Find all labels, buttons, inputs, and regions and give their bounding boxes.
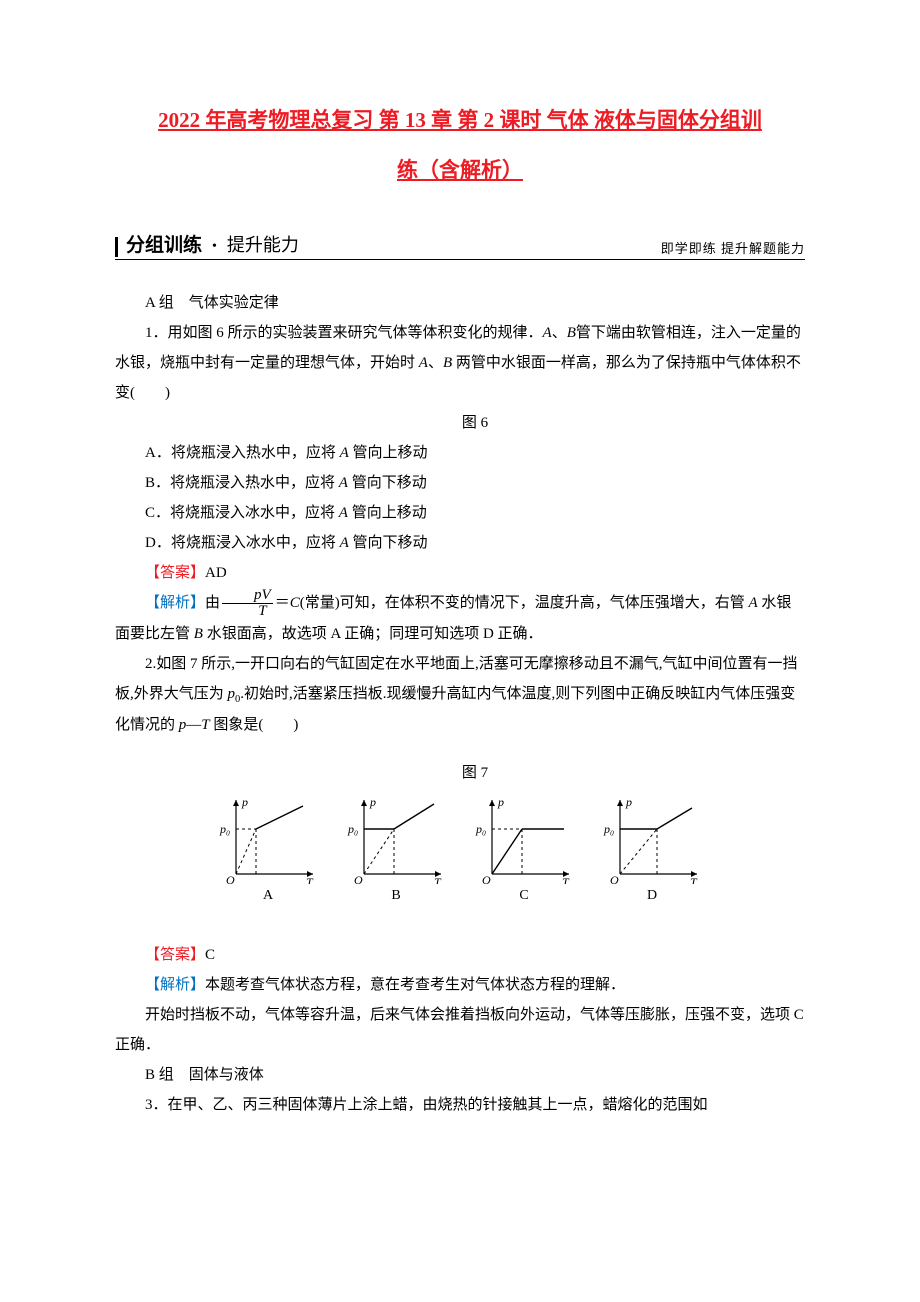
group-b-heading: B 组 固体与液体 <box>115 1060 805 1090</box>
analysis-label: 【解析】 <box>145 595 205 611</box>
section-tick <box>115 237 118 257</box>
body: A 组 气体实验定律 1．用如图 6 所示的实验装置来研究气体等体积变化的规律．… <box>115 288 805 1120</box>
q1-answer: 【答案】AD <box>115 558 805 588</box>
section-right-caption: 即学即练 提升解题能力 <box>661 238 805 257</box>
chart-c: p p₀ T O C <box>474 794 574 904</box>
svg-text:T: T <box>690 875 698 884</box>
title-line-2: 练（含解析） <box>397 158 523 182</box>
svg-text:O: O <box>482 873 491 884</box>
q1-opt-c: C．将烧瓶浸入冰水中，应将 A 管向上移动 <box>115 498 805 528</box>
chart-a-label: A <box>218 888 318 904</box>
title-line-1: 2022 年高考物理总复习 第 13 章 第 2 课时 气体 液体与固体分组训 <box>158 108 762 132</box>
svg-text:p: p <box>369 795 376 809</box>
section-left: 分组训练 • 提升能力 <box>115 230 299 257</box>
section-title: 分组训练 <box>126 230 202 257</box>
q1-stem: 1．用如图 6 所示的实验装置来研究气体等体积变化的规律．A、B管下端由软管相连… <box>115 318 805 408</box>
svg-text:T: T <box>434 875 442 884</box>
svg-text:p: p <box>625 795 632 809</box>
svg-text:p₀: p₀ <box>475 822 486 836</box>
chart-a: p p₀ T O A <box>218 794 318 904</box>
chart-b-svg: p p₀ T O <box>346 794 446 884</box>
q2-analysis-1: 【解析】本题考查气体状态方程，意在考查考生对气体状态方程的理解． <box>115 970 805 1000</box>
q1-opt-a: A．将烧瓶浸入热水中，应将 A 管向上移动 <box>115 438 805 468</box>
spacer <box>115 922 805 940</box>
spacer <box>115 740 805 758</box>
section-header-bar: 分组训练 • 提升能力 即学即练 提升解题能力 <box>115 230 805 260</box>
svg-text:O: O <box>354 873 363 884</box>
svg-text:T: T <box>562 875 570 884</box>
svg-text:p: p <box>497 795 504 809</box>
section-subtitle: 提升能力 <box>227 231 299 257</box>
chart-b-label: B <box>346 888 446 904</box>
q2-stem: 2.如图 7 所示,一开口向右的气缸固定在水平地面上,活塞可无摩擦移动且不漏气,… <box>115 649 805 740</box>
svg-text:p₀: p₀ <box>219 822 230 836</box>
group-a-heading: A 组 气体实验定律 <box>115 288 805 318</box>
q1-opt-b: B．将烧瓶浸入热水中，应将 A 管向下移动 <box>115 468 805 498</box>
svg-text:T: T <box>306 875 314 884</box>
chart-d-label: D <box>602 888 702 904</box>
section-dot: • <box>212 239 217 255</box>
q1-analysis: 【解析】由pVT＝C(常量)可知，在体积不变的情况下，温度升高，气体压强增大，右… <box>115 588 805 649</box>
answer-label: 【答案】 <box>145 947 205 963</box>
chart-c-svg: p p₀ T O <box>474 794 574 884</box>
q2-analysis-2: 开始时挡板不动，气体等容升温，后来气体会推着挡板向外运动，气体等压膨胀，压强不变… <box>115 1000 805 1060</box>
svg-text:p₀: p₀ <box>603 822 614 836</box>
fig7-label: 图 7 <box>115 758 805 788</box>
chart-d-svg: p p₀ T O <box>602 794 702 884</box>
chart-a-svg: p p₀ T O <box>218 794 318 884</box>
svg-text:p: p <box>241 795 248 809</box>
q2-charts: p p₀ T O A p <box>115 794 805 904</box>
svg-text:O: O <box>226 873 235 884</box>
chart-b: p p₀ T O B <box>346 794 446 904</box>
q3-stem: 3．在甲、乙、丙三种固体薄片上涂上蜡，由烧热的针接触其上一点，蜡熔化的范围如 <box>115 1090 805 1120</box>
svg-text:O: O <box>610 873 619 884</box>
chart-d: p p₀ T O D <box>602 794 702 904</box>
doc-title: 2022 年高考物理总复习 第 13 章 第 2 课时 气体 液体与固体分组训 … <box>115 95 805 196</box>
q1-opt-d: D．将烧瓶浸入冰水中，应将 A 管向下移动 <box>115 528 805 558</box>
analysis-label: 【解析】 <box>145 977 205 993</box>
chart-c-label: C <box>474 888 574 904</box>
fraction-pv-over-t: pVT <box>222 588 273 619</box>
answer-label: 【答案】 <box>145 565 205 581</box>
fig6-label: 图 6 <box>115 408 805 438</box>
svg-text:p₀: p₀ <box>347 822 358 836</box>
q2-answer: 【答案】C <box>115 940 805 970</box>
